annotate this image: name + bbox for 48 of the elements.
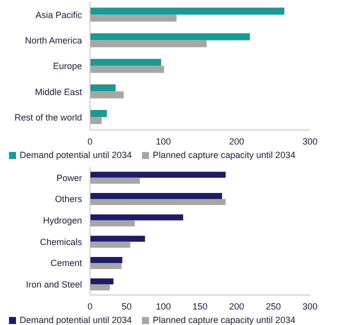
bar — [90, 242, 130, 248]
x-tick-label: 100 — [156, 301, 171, 312]
y-tick-label: Iron and Steel — [26, 280, 82, 290]
bar — [90, 199, 226, 206]
y-tick-label: Rest of the world — [14, 112, 82, 122]
y-tick-label: Power — [56, 172, 82, 183]
x-tick-label: 100 — [156, 136, 171, 146]
bar — [90, 66, 164, 73]
bar — [90, 263, 122, 270]
bar — [90, 257, 122, 264]
y-tick-label: Chemicals — [40, 236, 82, 247]
x-tick-label: 300 — [302, 301, 318, 312]
bar — [90, 117, 102, 124]
legend-label: Demand potential until 2034 — [20, 150, 132, 160]
x-tick-label: 150 — [192, 301, 208, 312]
y-tick-label: Asia Pacific — [35, 10, 82, 20]
bar — [90, 214, 184, 220]
bar — [90, 40, 207, 48]
bar — [90, 193, 222, 200]
bar — [90, 33, 250, 40]
bar — [90, 91, 124, 98]
y-tick-label: Cement — [50, 258, 82, 268]
legend-label: Planned capture capacity until 2034 — [152, 315, 296, 325]
bar — [90, 110, 107, 118]
x-tick-label: 50 — [122, 301, 132, 312]
legend-label: Demand potential until 2034 — [20, 315, 132, 325]
bar — [90, 284, 110, 290]
y-tick-label: Middle East — [34, 86, 82, 97]
y-tick-label: Hydrogen — [42, 216, 82, 226]
legend-label: Planned capture capacity until 2034 — [152, 150, 296, 160]
x-tick-label: 0 — [87, 301, 93, 312]
bar — [90, 236, 145, 242]
y-tick-label: North America — [24, 36, 82, 46]
x-tick-label: 200 — [229, 136, 244, 146]
x-tick-label: 0 — [87, 136, 93, 146]
bar — [90, 14, 177, 22]
y-tick-label: Others — [54, 194, 82, 204]
bar — [90, 84, 116, 92]
bar — [90, 220, 135, 226]
x-tick-label: 250 — [266, 301, 281, 312]
x-tick-label: 200 — [229, 301, 244, 312]
bar — [90, 172, 226, 178]
bar — [90, 178, 140, 184]
x-tick-label: 300 — [302, 136, 318, 146]
bar — [90, 58, 162, 66]
bar — [90, 278, 114, 284]
bar — [90, 8, 284, 15]
y-tick-label: Europe — [52, 61, 82, 72]
